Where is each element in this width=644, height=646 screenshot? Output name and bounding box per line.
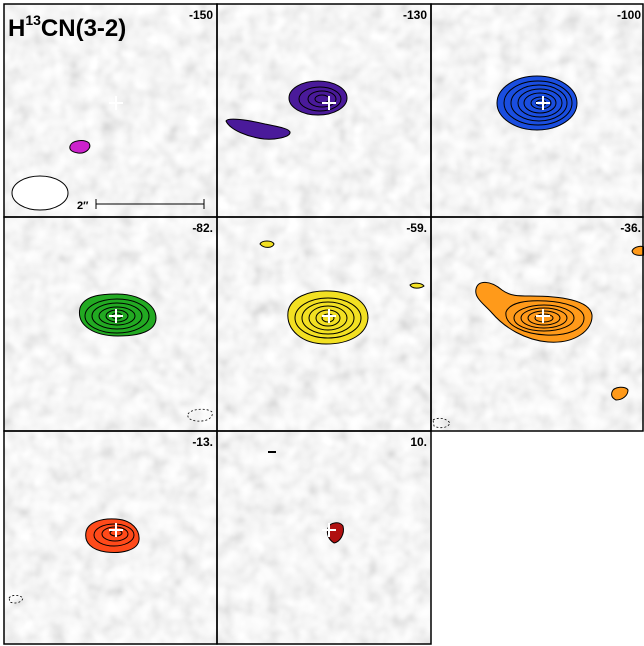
emission-contours: [475, 245, 644, 401]
negative-contour: [187, 408, 213, 422]
emission-contours: [225, 80, 348, 140]
velocity-label: -100: [617, 8, 641, 22]
molecule-element: H: [8, 15, 25, 42]
velocity-label: -36.: [620, 221, 641, 235]
velocity-label: -59.: [406, 221, 427, 235]
cross-icon: [109, 309, 123, 323]
velocity-labels: -150 -130 -100 -82. -59. -36. -13. 10.: [189, 8, 641, 449]
cross-icon: [109, 96, 123, 110]
cross-icon: [322, 523, 336, 537]
cross-icon: [322, 309, 336, 323]
velocity-label: -130: [403, 8, 427, 22]
panel-1-emission: [69, 140, 91, 154]
negative-contour: [432, 417, 451, 429]
cross-icon: [109, 523, 123, 537]
emission-contour: [69, 140, 91, 154]
cross-icon: [322, 96, 336, 110]
negative-contour: [8, 594, 24, 604]
species-transition: CN(3-2): [41, 15, 126, 42]
cross-icon: [536, 309, 550, 323]
molecule-title: H13CN(3-2): [8, 12, 126, 42]
center-crosses: [109, 96, 550, 537]
panel-background-8: [217, 431, 431, 644]
panel-frames: [3, 3, 644, 645]
panel-7-emission: [8, 518, 140, 604]
velocity-label: -13.: [192, 435, 213, 449]
cross-icon: [536, 96, 550, 110]
velocity-label: 10.: [410, 435, 427, 449]
scale-bar: [95, 199, 205, 209]
panel-6-emission: [432, 245, 644, 429]
velocity-label: -150: [189, 8, 213, 22]
emission-contours: [85, 518, 140, 553]
scale-bar-label: 2″: [77, 200, 89, 212]
velocity-label: -82.: [192, 221, 213, 235]
beam-ellipse: [11, 175, 69, 211]
panel-2-emission: [225, 80, 348, 140]
isotope-superscript: 13: [25, 12, 41, 28]
